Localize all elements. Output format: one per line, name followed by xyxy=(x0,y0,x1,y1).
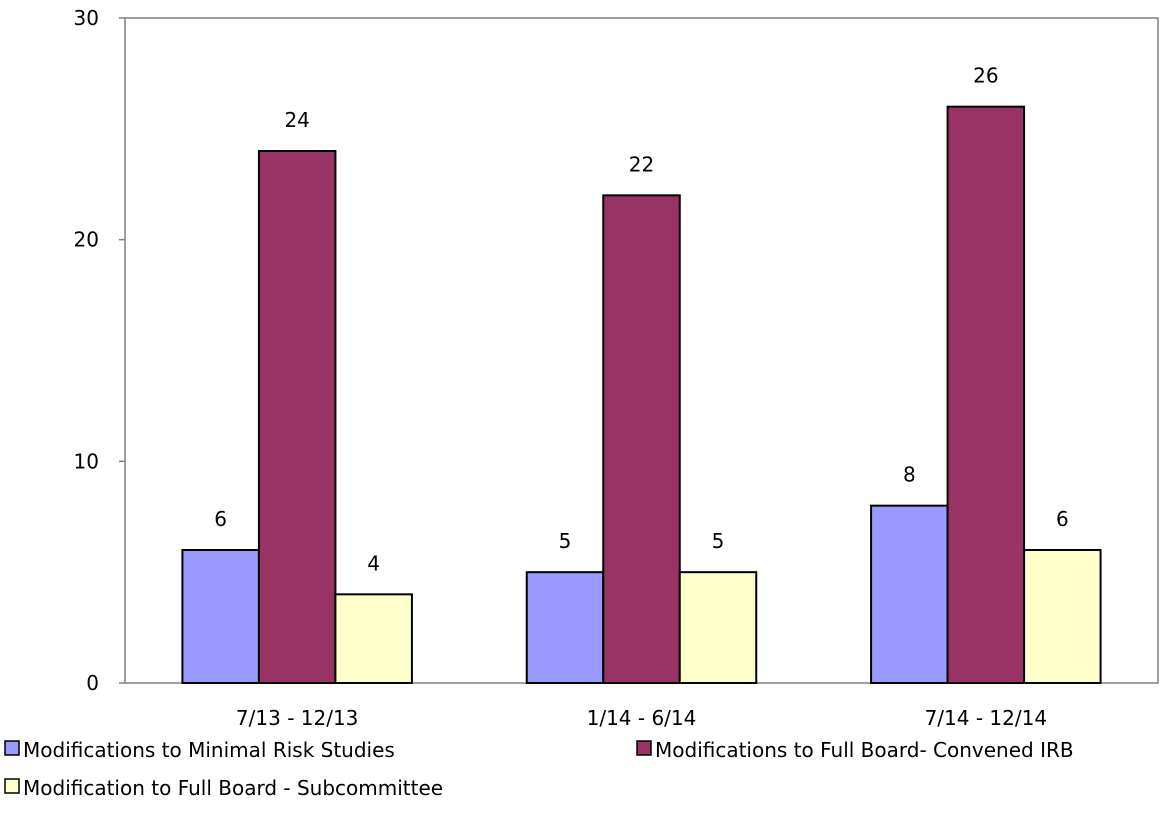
data-label: 22 xyxy=(629,152,654,176)
data-label: 5 xyxy=(559,529,572,553)
bar-3-1 xyxy=(334,593,413,684)
data-labels-group: 6 24 4 5 22 5 8 26 6 xyxy=(214,64,1068,576)
y-tick-label: 20 xyxy=(74,228,99,252)
y-axis-ticks: 0 10 20 30 xyxy=(74,6,125,695)
bar-1-1 xyxy=(181,549,260,684)
legend-label: Modification to Full Board - Subcommitte… xyxy=(23,776,443,800)
y-tick-label: 30 xyxy=(74,6,99,30)
bar-1-2 xyxy=(525,571,605,685)
legend-swatch xyxy=(4,778,20,794)
data-label: 24 xyxy=(284,108,309,132)
bars-group xyxy=(181,105,1102,685)
legend-label: Modifications to Minimal Risk Studies xyxy=(23,738,395,762)
y-tick-label: 0 xyxy=(86,671,99,695)
bar-2-3 xyxy=(946,105,1026,684)
bar-2-2 xyxy=(602,194,681,684)
bar-3-2 xyxy=(678,571,758,685)
x-tick-label: 7/14 - 12/14 xyxy=(925,706,1047,730)
bar-3-3 xyxy=(1023,549,1102,684)
data-label: 8 xyxy=(903,463,916,487)
legend: Modifications to Minimal Risk Studies Mod… xyxy=(4,738,1074,800)
data-label: 5 xyxy=(712,529,725,553)
legend-label: Modifications to Full Board- Convened IR… xyxy=(655,738,1074,762)
data-label: 6 xyxy=(1056,507,1069,531)
x-axis-ticks: 7/13 - 12/13 1/14 - 6/14 7/14 - 12/14 xyxy=(236,706,1047,730)
bar-2-1 xyxy=(257,150,337,684)
x-tick-label: 7/13 - 12/13 xyxy=(236,706,358,730)
data-label: 26 xyxy=(973,64,998,88)
bar-1-3 xyxy=(870,504,949,684)
legend-swatch xyxy=(636,740,652,756)
data-label: 4 xyxy=(367,551,380,575)
legend-swatch xyxy=(4,740,20,756)
y-tick-label: 10 xyxy=(74,449,99,473)
data-label: 6 xyxy=(214,507,227,531)
x-tick-label: 1/14 - 6/14 xyxy=(587,706,697,730)
